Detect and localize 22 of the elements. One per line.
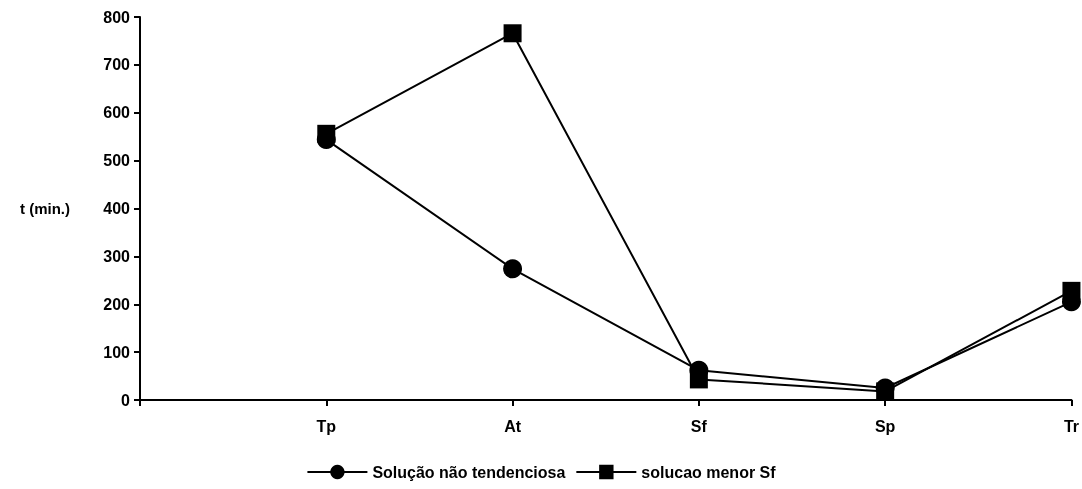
legend-label: solucao menor Sf	[641, 463, 777, 481]
point	[503, 259, 523, 279]
x-tick-label: At	[504, 417, 522, 435]
x-tick-label: Tr	[1063, 417, 1079, 435]
x-tick-label: Sf	[690, 417, 708, 435]
y-tick-label: 100	[103, 343, 131, 361]
point	[689, 370, 708, 389]
y-tick-label: 500	[103, 152, 131, 170]
point	[317, 124, 336, 143]
legend-label: Solução não tendenciosa	[372, 463, 566, 481]
y-axis-title: t (min.)	[20, 200, 70, 217]
y-tick-label: 700	[103, 56, 131, 74]
y-tick-label: 800	[103, 8, 131, 26]
y-tick-label: 600	[103, 104, 131, 122]
y-tick-label: 300	[103, 247, 131, 265]
y-tick-label: 0	[121, 391, 131, 409]
y-tick-label: 200	[103, 295, 131, 313]
x-tick-label: Tp	[316, 417, 337, 435]
y-tick-label: 400	[103, 200, 131, 217]
point	[503, 24, 522, 43]
x-tick-label: Sp	[874, 417, 896, 435]
point	[1062, 281, 1081, 300]
